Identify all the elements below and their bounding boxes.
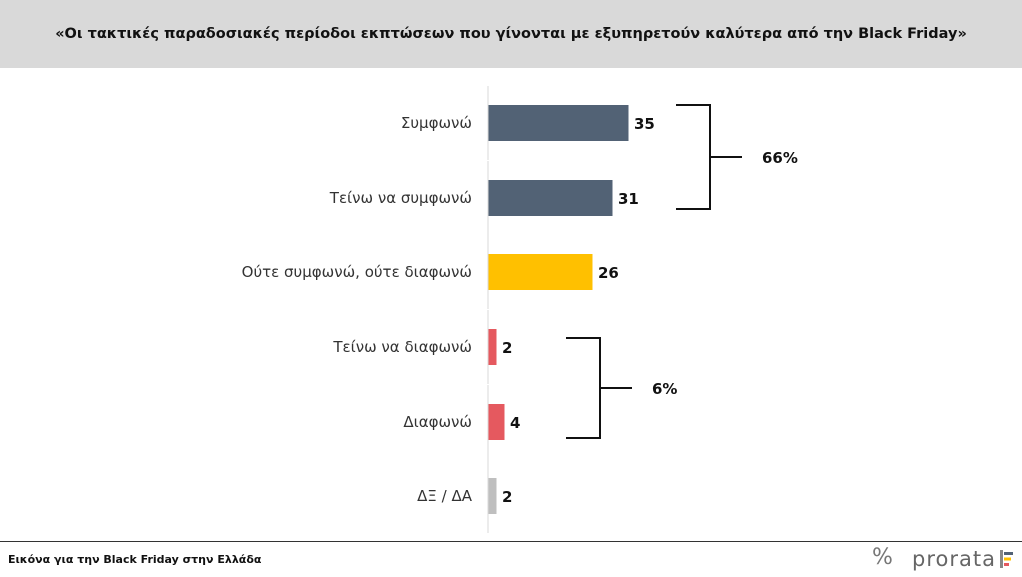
footer-divider <box>0 541 1022 542</box>
percent-logo-icon: % <box>872 545 893 570</box>
logo-bars-icon <box>1000 550 1013 568</box>
bar <box>488 254 593 290</box>
bracket <box>676 104 742 210</box>
value-label: 35 <box>634 115 655 133</box>
bar <box>488 105 629 141</box>
chart-title: «Οι τακτικές παραδοσιακές περίοδοι εκπτώ… <box>55 26 967 42</box>
bar <box>488 404 505 440</box>
value-label: 4 <box>510 414 520 432</box>
category-label: Τείνω να διαφωνώ <box>332 338 472 356</box>
category-label: Τείνω να συμφωνώ <box>329 189 472 207</box>
value-label: 31 <box>618 190 639 208</box>
category-label: Συμφωνώ <box>401 114 472 132</box>
value-label: 2 <box>502 339 512 357</box>
bar <box>488 329 497 365</box>
bracket <box>566 337 632 439</box>
bracket-total-label: 6% <box>652 380 677 398</box>
bracket-total-label: 66% <box>762 149 798 167</box>
footer-caption: Εικόνα για την Black Friday στην Ελλάδα <box>8 553 262 566</box>
logo-text: prorata <box>912 547 996 571</box>
bar <box>488 180 613 216</box>
value-label: 2 <box>502 488 512 506</box>
category-label: ΔΞ / ΔΑ <box>417 487 473 505</box>
bar-chart: Συμφωνώ 35 Τείνω να συμφωνώ 31 Ούτε συμφωνώ,… <box>242 86 798 533</box>
value-label: 26 <box>598 264 619 282</box>
category-label: Ούτε συμφωνώ, ούτε διαφωνώ <box>242 263 472 281</box>
title-bar: «Οι τακτικές παραδοσιακές περίοδοι εκπτώ… <box>0 0 1022 68</box>
bar <box>488 478 497 514</box>
prorata-logo: % prorata <box>872 545 1022 575</box>
category-label: Διαφωνώ <box>403 413 472 431</box>
